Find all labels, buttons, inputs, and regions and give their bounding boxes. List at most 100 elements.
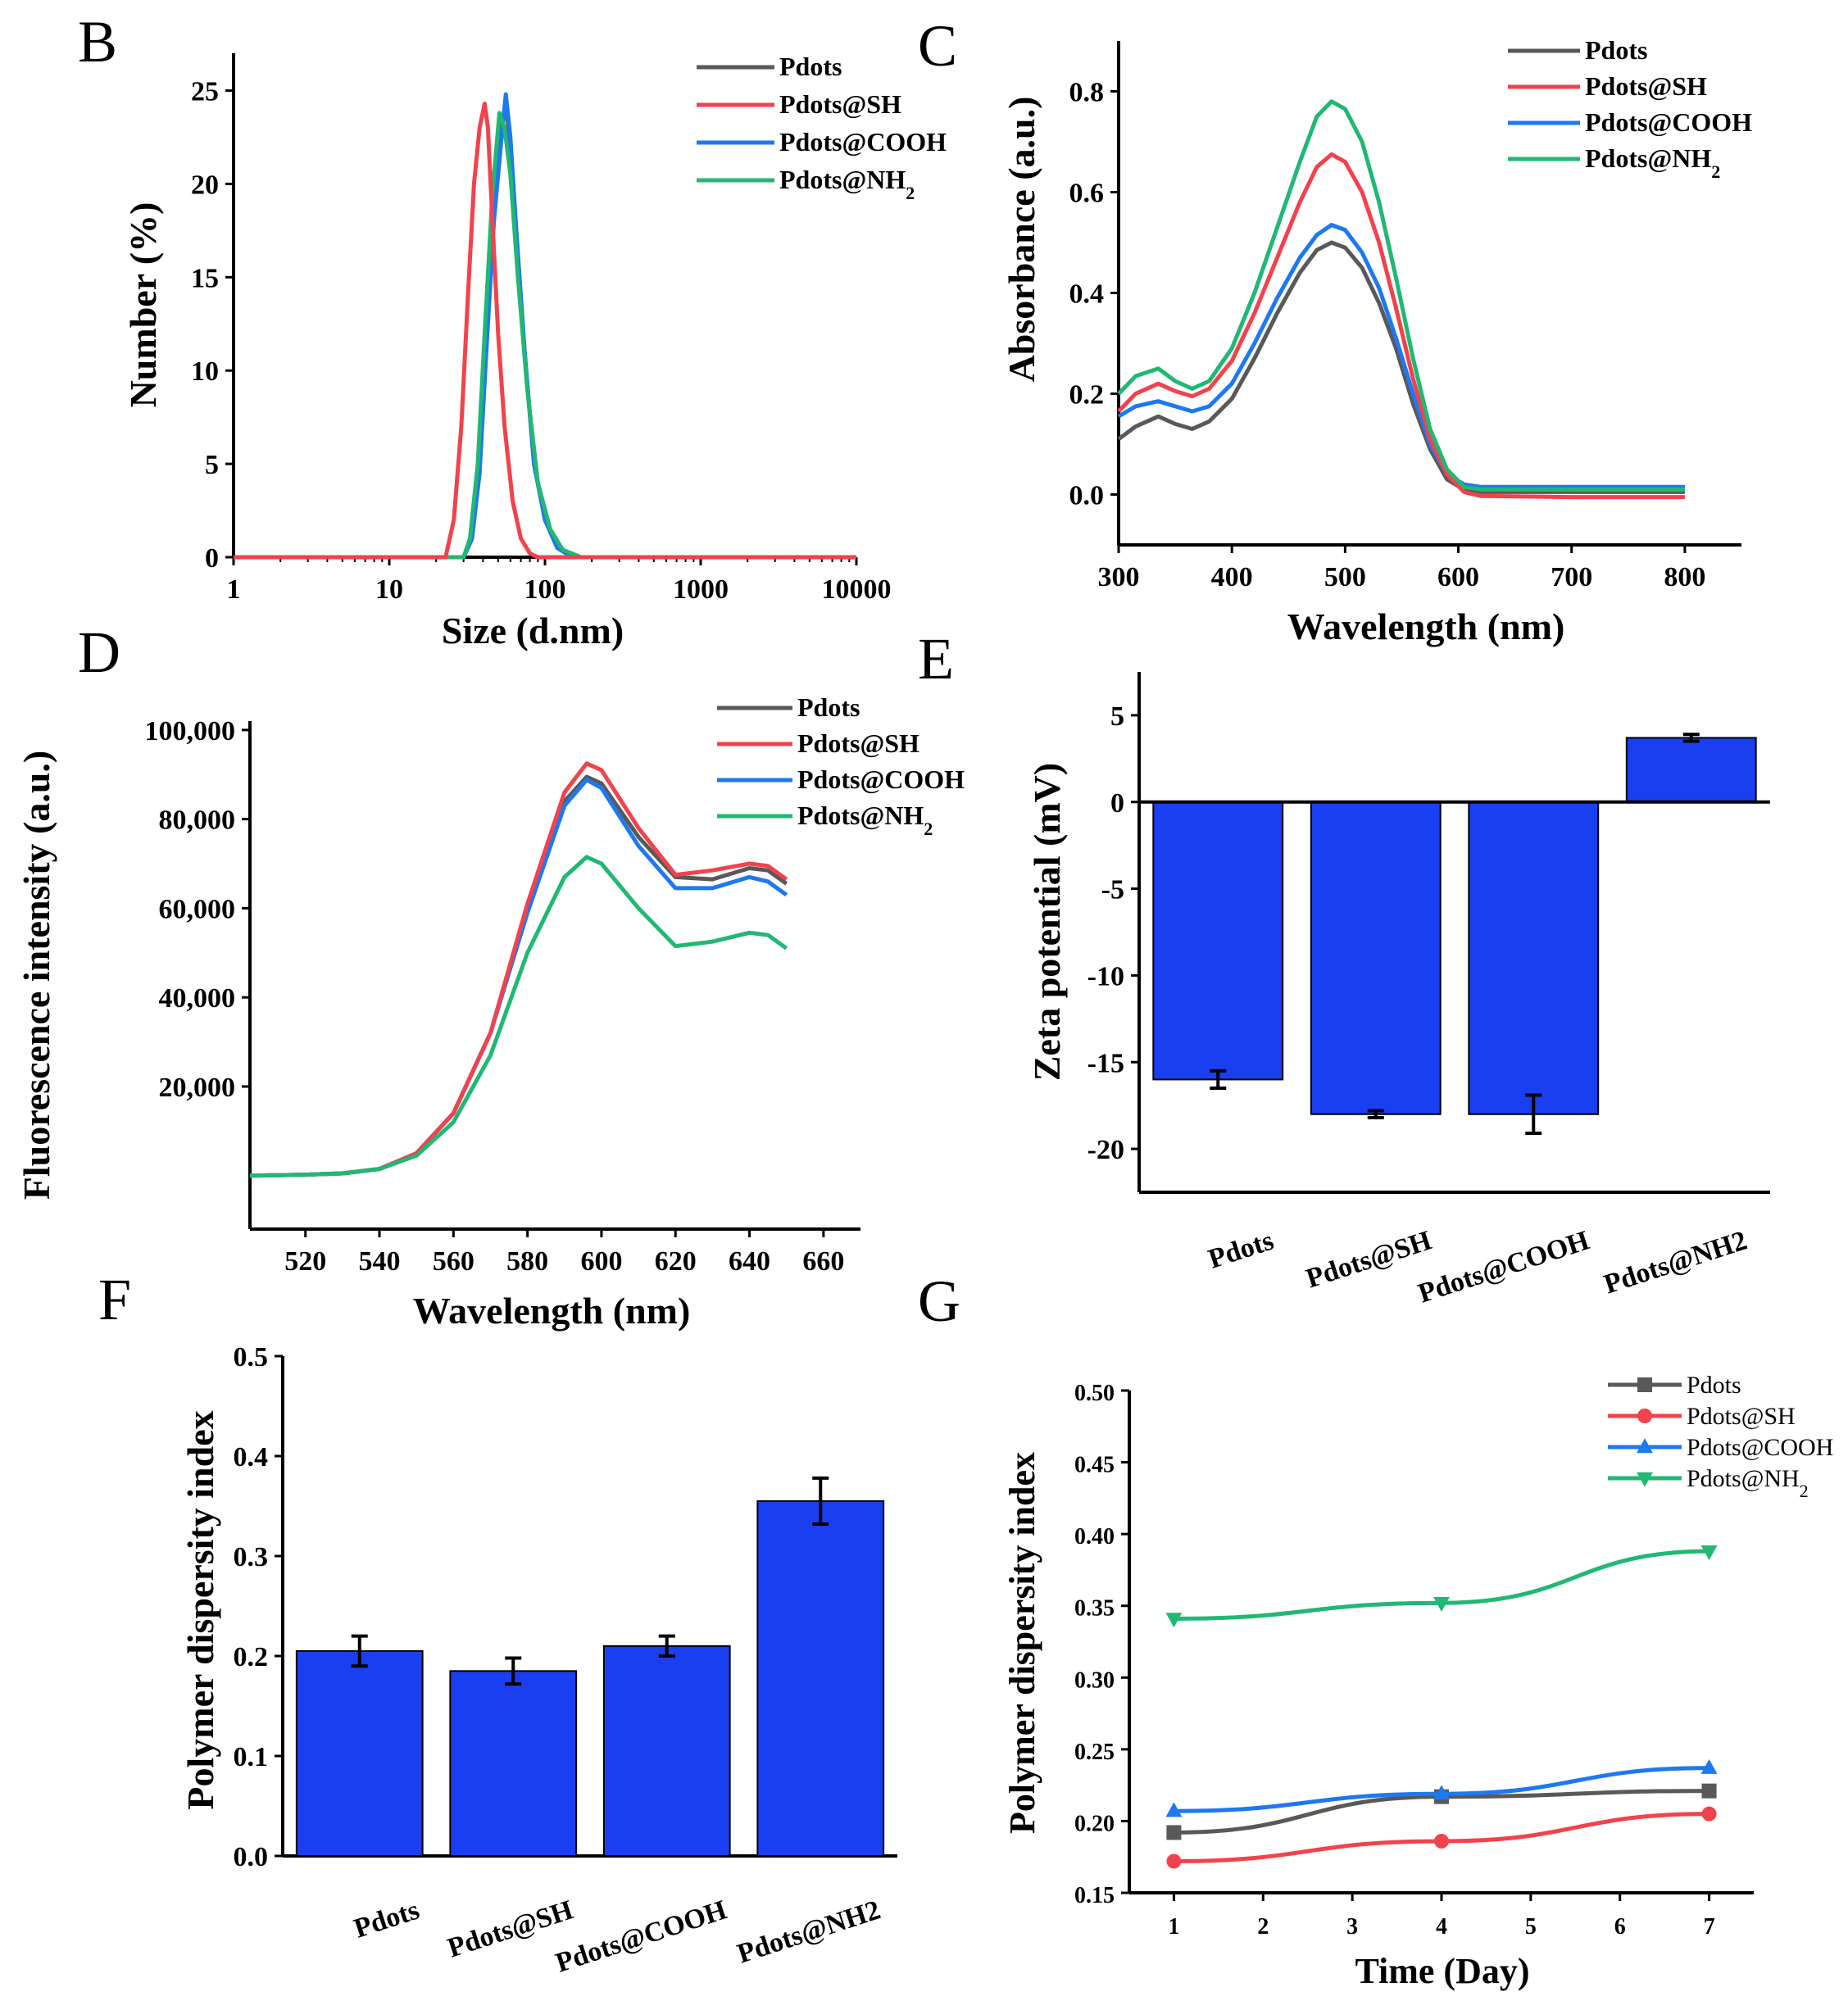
panel-label: E bbox=[918, 626, 954, 692]
y-tick-label: 100,000 bbox=[145, 716, 236, 746]
x-category-label: Pdots@NH2 bbox=[733, 1894, 883, 1969]
legend-label: Pdots@NH2 bbox=[779, 165, 915, 203]
legend-label-text: Pdots@SH bbox=[797, 728, 919, 758]
bar-pdots-nh2 bbox=[1625, 737, 1757, 803]
marker-circle bbox=[1166, 1853, 1182, 1869]
y-tick-label: 0 bbox=[1110, 788, 1124, 819]
x-axis-label: Wavelength (nm) bbox=[1287, 606, 1565, 647]
marker-square bbox=[1637, 1377, 1652, 1392]
y-tick-label: 0.8 bbox=[1069, 78, 1105, 108]
x-tick-label: 100 bbox=[524, 574, 566, 605]
y-tick-label: -20 bbox=[1087, 1135, 1124, 1165]
y-tick-label: 10 bbox=[191, 356, 219, 387]
x-tick-label: 10000 bbox=[822, 574, 892, 605]
y-tick-label: 0.0 bbox=[234, 1842, 269, 1872]
legend-label-text: Pdots@COOH bbox=[1687, 1434, 1833, 1461]
legend-label: Pdots@COOH bbox=[1585, 107, 1752, 137]
x-tick-label: 10 bbox=[375, 574, 403, 605]
series-line-pdots-nh2 bbox=[234, 111, 856, 560]
y-axis-label: Fluorescence intensity (a.u.) bbox=[16, 751, 57, 1200]
x-tick-label: 600 bbox=[580, 1246, 622, 1277]
x-tick-label: 640 bbox=[729, 1246, 770, 1277]
series-line-pdots-sh bbox=[234, 102, 856, 560]
y-tick-label: 0.20 bbox=[1074, 1811, 1115, 1836]
x-category-label: Pdots@COOH bbox=[1414, 1225, 1593, 1309]
series-line-pdots-sh bbox=[1117, 152, 1685, 500]
x-tick-label: 7 bbox=[1704, 1914, 1715, 1940]
y-tick-label: 40,000 bbox=[159, 983, 236, 1014]
x-tick-label: 540 bbox=[359, 1246, 401, 1277]
bar-pdots-sh bbox=[1310, 801, 1442, 1115]
legend-label-text: Pdots bbox=[779, 52, 842, 81]
legend-label-text: Pdots@COOH bbox=[1585, 107, 1752, 137]
y-axis-label: Number (%) bbox=[122, 202, 164, 408]
y-tick-label: 60,000 bbox=[159, 894, 236, 924]
legend-label-text: Pdots@NH bbox=[1687, 1465, 1800, 1492]
legend-label-text: Pdots@SH bbox=[1585, 71, 1707, 101]
y-tick-label: 0.0 bbox=[1069, 481, 1105, 511]
y-tick-label: -5 bbox=[1101, 875, 1124, 905]
x-tick-label: 580 bbox=[506, 1246, 548, 1277]
legend-label: Pdots@NH2 bbox=[1585, 143, 1720, 182]
y-axis-label: Polymer dispersity index bbox=[1002, 1452, 1042, 1834]
x-category-label: Pdots@COOH bbox=[552, 1894, 731, 1978]
panel-label: D bbox=[78, 619, 120, 685]
x-tick-label: 660 bbox=[802, 1246, 844, 1277]
y-tick-label: 15 bbox=[191, 263, 219, 293]
x-axis-label: Size (d.nm) bbox=[442, 610, 624, 651]
x-tick-label: 6 bbox=[1614, 1914, 1626, 1940]
marker-triangle-down bbox=[1433, 1597, 1450, 1613]
legend-label: Pdots@COOH bbox=[797, 765, 965, 794]
series-line-pdots-sh bbox=[249, 761, 788, 1178]
legend-label: Pdots@SH bbox=[797, 728, 919, 758]
series-line-pdots bbox=[234, 102, 856, 560]
x-tick-label: 1 bbox=[1168, 1914, 1179, 1940]
x-tick-label: 1 bbox=[227, 574, 241, 605]
legend-label: Pdots bbox=[1585, 35, 1647, 65]
y-tick-label: 0.3 bbox=[234, 1542, 269, 1572]
legend-label-text: Pdots bbox=[1585, 35, 1647, 65]
y-tick-label: 0.4 bbox=[1069, 279, 1105, 310]
marker-circle bbox=[1637, 1409, 1652, 1423]
x-category-label: Pdots bbox=[351, 1894, 424, 1944]
y-tick-label: 0.30 bbox=[1074, 1667, 1115, 1693]
legend-label: Pdots bbox=[797, 692, 860, 722]
legend-label: Pdots@SH bbox=[1585, 71, 1707, 101]
x-tick-label: 500 bbox=[1324, 562, 1366, 592]
y-tick-label: -15 bbox=[1087, 1048, 1124, 1078]
x-tick-label: 1000 bbox=[673, 574, 729, 605]
marker-triangle-up bbox=[1165, 1802, 1183, 1817]
y-axis-label: Zeta potential (mV) bbox=[1026, 763, 1068, 1081]
panel-g-pdi-over-time: G 0.15 0.20 0.25 0.30 0.35 0.40 0.45 0.50 1 2 3 4 5 6 7… bbox=[918, 1268, 1833, 1991]
x-tick-label: 5 bbox=[1525, 1914, 1537, 1940]
marker-circle bbox=[1434, 1833, 1449, 1849]
panel-d-fluorescence: D 20,000 40,000 60,000 80,000 100,000 520 540 56… bbox=[16, 619, 965, 1332]
legend-label: Pdots bbox=[779, 52, 842, 81]
bar-pdots-cooh bbox=[602, 1645, 731, 1858]
x-tick-label: 300 bbox=[1098, 562, 1140, 592]
y-tick-label: 5 bbox=[205, 450, 219, 480]
legend-label-text: Pdots@NH bbox=[779, 165, 906, 194]
y-tick-label: 0.35 bbox=[1074, 1596, 1115, 1622]
x-axis-label: Wavelength (nm) bbox=[413, 1290, 691, 1332]
y-tick-label: 0.25 bbox=[1074, 1740, 1115, 1765]
marker-triangle-up bbox=[1700, 1758, 1718, 1774]
y-tick-label: 0.4 bbox=[234, 1442, 269, 1472]
panel-c-absorbance: C 0.0 0.2 0.4 0.6 0.8 300 400 500 600 700 800 Wavele… bbox=[918, 13, 1752, 647]
marker-circle bbox=[1701, 1806, 1717, 1822]
legend-label: Pdots bbox=[1687, 1372, 1741, 1399]
legend-label: Pdots@SH bbox=[779, 89, 901, 119]
legend-label-text: Pdots@NH bbox=[797, 801, 924, 830]
legend-label-subscript: 2 bbox=[1711, 161, 1720, 182]
x-category-label: Pdots@NH2 bbox=[1601, 1225, 1750, 1300]
y-axis-label: Absorbance (a.u.) bbox=[1001, 97, 1042, 383]
y-tick-label: 0.6 bbox=[1069, 179, 1105, 209]
y-tick-label: 0.45 bbox=[1074, 1453, 1115, 1478]
bar-pdots bbox=[1152, 801, 1284, 1081]
x-axis-label: Time (Day) bbox=[1355, 1951, 1529, 1991]
y-tick-label: 0.1 bbox=[234, 1742, 269, 1772]
legend-label-text: Pdots@COOH bbox=[797, 765, 965, 794]
